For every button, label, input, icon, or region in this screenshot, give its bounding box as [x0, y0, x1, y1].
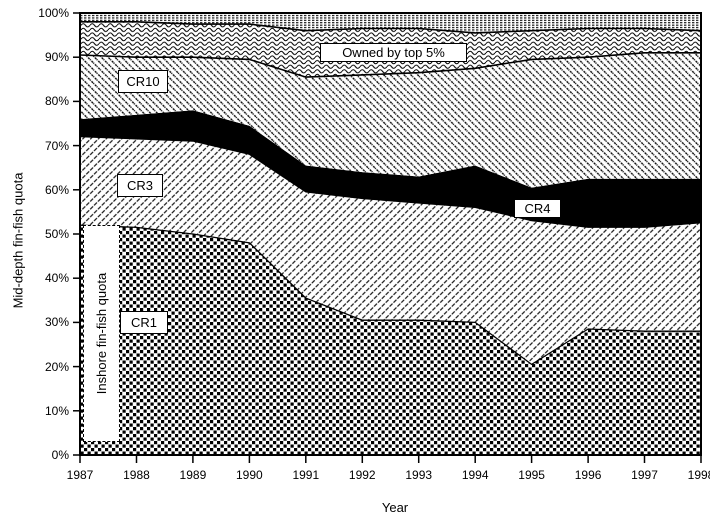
boundary-cr1 [79, 224, 701, 366]
annotation-owned-top5: Owned by top 5% [320, 43, 467, 62]
x-axis-title-text: Year [381, 500, 409, 515]
area-cr1 [80, 225, 701, 455]
x-tick-label: 1987 [66, 468, 94, 482]
y-tick-label: 30% [44, 315, 69, 330]
y-tick-label: 90% [44, 50, 69, 65]
annotation-cr10: CR10 [118, 70, 168, 93]
annotation-inshore-quota: Inshore fin-fish quota [83, 225, 120, 442]
y-tick-label: 70% [44, 138, 69, 153]
y-tick-label: 0% [51, 448, 69, 462]
annotation-cr3-text: CR3 [126, 178, 153, 193]
annotation-cr1-text: CR1 [130, 315, 157, 330]
annotation-cr4-text: CR4 [524, 201, 551, 216]
x-tick-label: 1989 [179, 468, 207, 482]
x-tick-label: 1993 [405, 468, 433, 482]
area-cr3 [80, 136, 701, 365]
y-tick-label: 10% [44, 403, 69, 418]
x-tick-label: 1998 [687, 468, 710, 482]
area-cr4 [80, 110, 701, 228]
boundary-top5 [80, 20, 702, 34]
area-top-strip [80, 13, 701, 33]
annotation-owned-top5-text: Owned by top 5% [342, 45, 445, 60]
x-tick-label: 1994 [461, 468, 489, 482]
annotation-inshore-quota-text: Inshore fin-fish quota [94, 272, 109, 395]
boundary-cr3 [79, 136, 702, 228]
x-tick-label: 1997 [631, 468, 658, 482]
x-tick-label: 1996 [574, 468, 602, 482]
x-axis-title: Year [360, 500, 430, 515]
y-tick-label: 80% [44, 94, 69, 109]
annotation-cr4: CR4 [514, 199, 561, 218]
x-tick-label: 1990 [236, 468, 263, 482]
plot-frame [79, 12, 702, 456]
x-tick-label: 1992 [348, 468, 376, 482]
annotation-cr10-text: CR10 [126, 74, 160, 89]
boundary-cr10 [79, 51, 701, 78]
y-tick-label: 100% [38, 6, 69, 20]
x-tick-label: 1991 [292, 468, 320, 482]
y-tick-label: 40% [44, 271, 69, 286]
x-tick-label: 1995 [518, 468, 545, 482]
y-tick-label: 60% [44, 182, 69, 197]
x-tick-label: 1988 [123, 468, 150, 482]
y-tick-label: 20% [44, 359, 69, 374]
annotation-cr1: CR1 [120, 311, 168, 334]
annotation-cr3: CR3 [117, 174, 163, 197]
area-cr10 [80, 52, 701, 188]
y-tick-label: 50% [44, 227, 69, 241]
